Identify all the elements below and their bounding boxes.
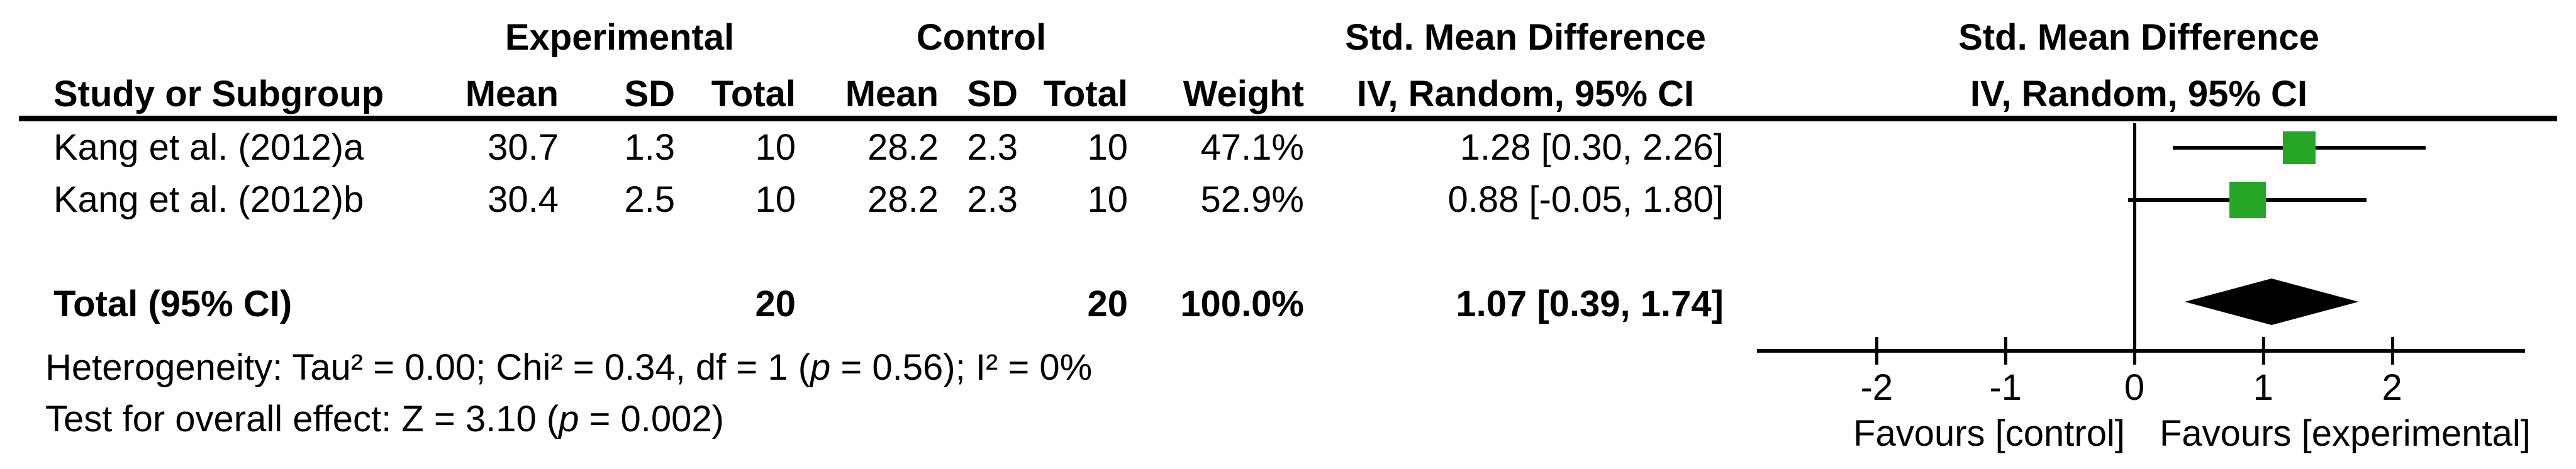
smd-plot-column-subtitle: IV, Random, 95% CI (1970, 74, 2308, 114)
total-weight: 100.0% (1180, 284, 1304, 324)
effect-estimate-square (2229, 182, 2267, 218)
column-header-exp-mean: Mean (465, 74, 559, 114)
total-ctrl-total: 20 (1087, 284, 1128, 324)
zero-reference-line (2133, 123, 2136, 353)
effect-estimate-square (2283, 131, 2316, 164)
axis-label-favours-control: Favours [control] (1853, 413, 2125, 454)
total-label: Total (95% CI) (53, 284, 293, 324)
column-header-ctrl-mean: Mean (845, 74, 939, 114)
column-header-exp-total: Total (711, 74, 796, 114)
column-header-ctrl-sd: SD (967, 74, 1018, 114)
study-exp-sd: 1.3 (624, 127, 675, 168)
study-ctrl-mean: 28.2 (867, 179, 939, 220)
x-axis-tick-label: -2 (1860, 367, 1893, 408)
x-axis-line (1756, 349, 2525, 353)
column-header-ctrl-total: Total (1043, 74, 1128, 114)
study-exp-total: 10 (755, 179, 796, 220)
heterogeneity-text-pre: Heterogeneity: Tau² = 0.00; Chi² = 0.34,… (45, 347, 811, 388)
study-exp-sd: 2.5 (624, 179, 675, 220)
column-group-control: Control (916, 17, 1047, 58)
x-axis-tick-label: 0 (2124, 367, 2145, 408)
study-ci-text: 1.28 [0.30, 2.26] (1459, 127, 1724, 168)
smd-text-column-title: Std. Mean Difference (1345, 17, 1706, 58)
x-axis-tick-label: -1 (1989, 367, 2022, 408)
pooled-effect-diamond (2184, 279, 2359, 325)
study-ctrl-mean: 28.2 (867, 127, 939, 168)
study-exp-mean: 30.4 (488, 179, 559, 220)
total-ci-text: 1.07 [0.39, 1.74] (1456, 284, 1724, 324)
smd-text-column-subtitle: IV, Random, 95% CI (1356, 74, 1695, 114)
study-ctrl-total: 10 (1087, 179, 1128, 220)
overall-text-post: = 0.002) (579, 399, 724, 439)
x-axis-tick (2133, 337, 2136, 365)
study-name: Kang et al. (2012)a (53, 127, 364, 168)
column-header-study: Study or Subgroup (53, 74, 384, 114)
study-exp-mean: 30.7 (488, 127, 559, 168)
x-axis-tick-label: 2 (2382, 367, 2402, 408)
x-axis-tick (1875, 337, 1879, 365)
x-axis-tick (2261, 337, 2265, 365)
study-exp-total: 10 (755, 127, 796, 168)
overall-p-symbol: p (559, 399, 579, 439)
axis-label-favours-experimental: Favours [experimental] (2160, 413, 2531, 454)
column-group-experimental: Experimental (505, 17, 735, 58)
study-weight: 47.1% (1200, 127, 1304, 168)
study-ctrl-sd: 2.3 (967, 179, 1018, 220)
study-weight: 52.9% (1200, 179, 1304, 220)
study-name: Kang et al. (2012)b (53, 179, 364, 220)
heterogeneity-p-symbol: p (810, 347, 831, 388)
x-axis-tick-label: 1 (2253, 367, 2273, 408)
x-axis-tick (2004, 337, 2008, 365)
overall-text-pre: Test for overall effect: Z = 3.10 ( (45, 399, 559, 439)
total-exp-total: 20 (755, 284, 796, 324)
column-header-exp-sd: SD (624, 74, 675, 114)
header-rule (19, 116, 2557, 121)
x-axis-tick (2390, 337, 2394, 365)
heterogeneity-text-post: = 0.56); I² = 0% (830, 347, 1093, 388)
study-ci-text: 0.88 [-0.05, 1.80] (1447, 179, 1724, 220)
smd-plot-column-title: Std. Mean Difference (1958, 17, 2319, 58)
study-ctrl-sd: 2.3 (967, 127, 1018, 168)
overall-effect-note: Test for overall effect: Z = 3.10 (p = 0… (45, 397, 724, 441)
heterogeneity-note: Heterogeneity: Tau² = 0.00; Chi² = 0.34,… (45, 346, 1092, 390)
column-header-weight: Weight (1183, 74, 1304, 114)
study-ctrl-total: 10 (1087, 127, 1128, 168)
